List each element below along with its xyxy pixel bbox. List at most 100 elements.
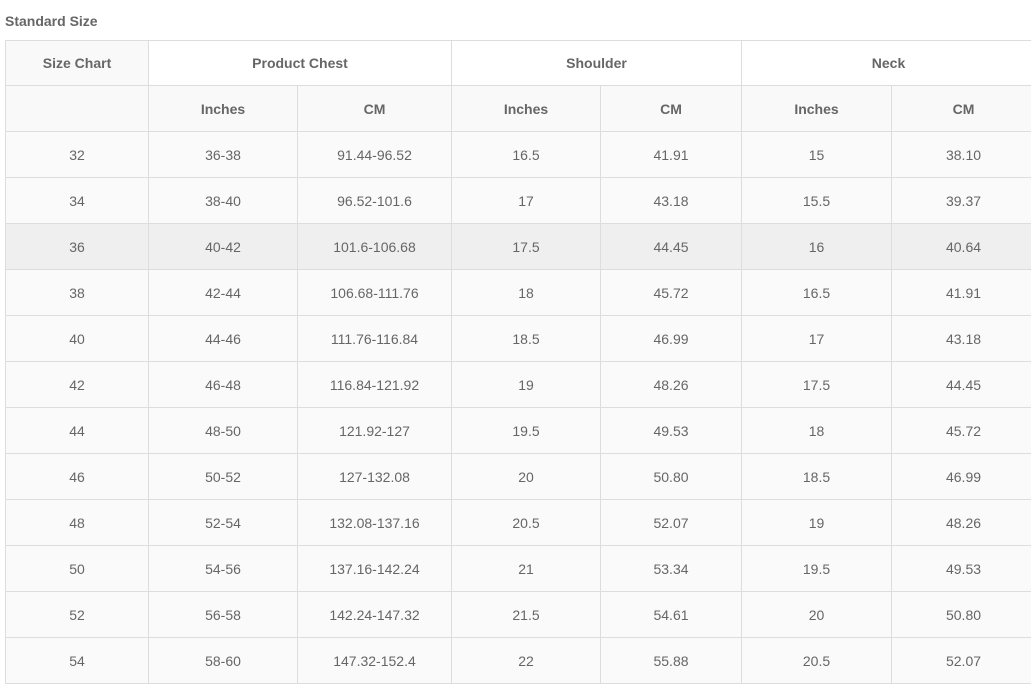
table-cell: 58-60 [149,638,298,684]
header-size-chart: Size Chart [6,41,149,86]
subheader: Inches [149,86,298,132]
table-cell: 46 [6,454,149,500]
subheader: Inches [742,86,892,132]
table-cell: 16.5 [742,270,892,316]
table-cell: 48.26 [601,362,742,408]
table-cell: 44.45 [601,224,742,270]
table-cell: 41.91 [601,132,742,178]
header-empty [6,86,149,132]
table-cell: 52.07 [892,638,1031,684]
table-cell: 18 [452,270,601,316]
table-cell: 38.10 [892,132,1031,178]
table-cell: 54 [6,638,149,684]
table-cell: 19.5 [742,546,892,592]
header-product-chest: Product Chest [149,41,452,86]
table-cell: 40 [6,316,149,362]
table-cell: 127-132.08 [298,454,452,500]
table-cell: 147.32-152.4 [298,638,452,684]
table-cell: 20 [742,592,892,638]
table-cell: 38-40 [149,178,298,224]
table-cell: 21 [452,546,601,592]
table-cell: 19 [452,362,601,408]
table-cell: 53.34 [601,546,742,592]
table-cell: 44.45 [892,362,1031,408]
table-cell: 42-44 [149,270,298,316]
table-cell: 20.5 [452,500,601,546]
table-cell: 40.64 [892,224,1031,270]
table-cell: 18 [742,408,892,454]
table-cell: 19 [742,500,892,546]
table-cell: 46.99 [892,454,1031,500]
table-cell: 42 [6,362,149,408]
table-cell: 50.80 [601,454,742,500]
subheader: CM [601,86,742,132]
table-cell: 17 [742,316,892,362]
table-cell: 52.07 [601,500,742,546]
table-cell: 54-56 [149,546,298,592]
table-cell: 39.37 [892,178,1031,224]
table-cell: 34 [6,178,149,224]
size-chart-table: Size Chart Product Chest Shoulder Neck I… [5,40,1031,684]
table-cell: 20 [452,454,601,500]
table-cell: 50-52 [149,454,298,500]
table-cell: 101.6-106.68 [298,224,452,270]
table-cell: 22 [452,638,601,684]
table-cell: 50 [6,546,149,592]
table-cell: 137.16-142.24 [298,546,452,592]
table-cell: 121.92-127 [298,408,452,454]
table-cell: 36 [6,224,149,270]
table-cell: 15.5 [742,178,892,224]
table-cell: 56-58 [149,592,298,638]
table-cell: 46.99 [601,316,742,362]
table-cell: 116.84-121.92 [298,362,452,408]
table-cell: 54.61 [601,592,742,638]
subheader: Inches [452,86,601,132]
table-cell: 48 [6,500,149,546]
subheader: CM [892,86,1031,132]
table-cell: 40-42 [149,224,298,270]
table-cell: 36-38 [149,132,298,178]
table-cell: 48-50 [149,408,298,454]
header-shoulder: Shoulder [452,41,742,86]
table-cell: 17.5 [742,362,892,408]
section-title: Standard Size [5,13,98,29]
table-cell: 43.18 [892,316,1031,362]
subheader: CM [298,86,452,132]
table-cell: 49.53 [892,546,1031,592]
table-cell: 142.24-147.32 [298,592,452,638]
table-cell: 52-54 [149,500,298,546]
table-cell: 52 [6,592,149,638]
table-cell: 41.91 [892,270,1031,316]
table-cell: 46-48 [149,362,298,408]
table-cell: 19.5 [452,408,601,454]
table-cell: 32 [6,132,149,178]
table-cell: 111.76-116.84 [298,316,452,362]
table-cell: 18.5 [452,316,601,362]
table-cell: 38 [6,270,149,316]
table-cell: 49.53 [601,408,742,454]
table-cell: 44 [6,408,149,454]
table-cell: 45.72 [892,408,1031,454]
table-cell: 96.52-101.6 [298,178,452,224]
table-cell: 21.5 [452,592,601,638]
table-cell: 55.88 [601,638,742,684]
header-neck: Neck [742,41,1031,86]
table-cell: 17 [452,178,601,224]
table-cell: 15 [742,132,892,178]
table-cell: 18.5 [742,454,892,500]
table-cell: 45.72 [601,270,742,316]
table-cell: 20.5 [742,638,892,684]
table-cell: 132.08-137.16 [298,500,452,546]
table-cell: 106.68-111.76 [298,270,452,316]
